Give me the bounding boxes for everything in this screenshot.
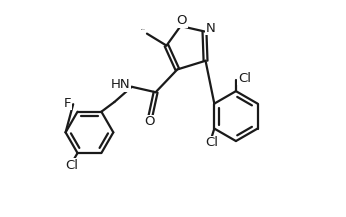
Text: O: O — [144, 115, 154, 128]
Text: Cl: Cl — [65, 159, 78, 172]
Text: F: F — [64, 97, 71, 110]
Text: N: N — [206, 22, 216, 35]
Text: Cl: Cl — [238, 72, 251, 85]
Text: O: O — [176, 14, 187, 27]
Text: HN: HN — [111, 78, 131, 91]
Text: Cl: Cl — [206, 136, 219, 149]
Text: methyl: methyl — [141, 29, 146, 30]
